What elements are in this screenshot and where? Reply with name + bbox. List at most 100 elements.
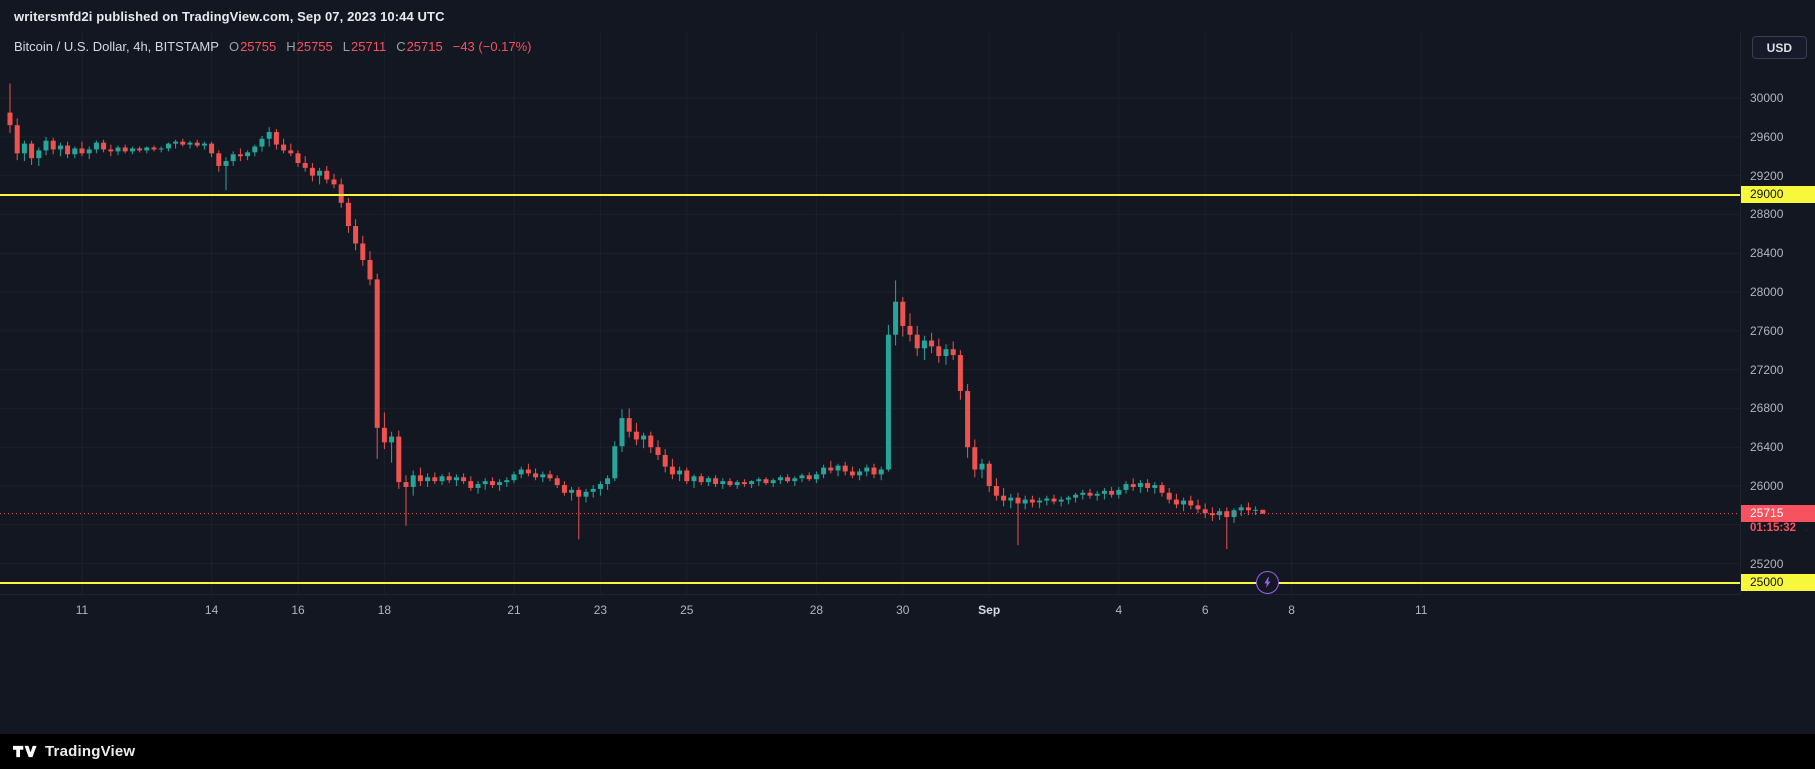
publish-bar: writersmfd2i published on TradingView.co…	[0, 0, 1815, 33]
candle-body	[871, 467, 877, 475]
candle-body	[921, 340, 927, 349]
candle-body	[1145, 483, 1151, 488]
candle-body	[151, 147, 157, 150]
candle-body	[1130, 484, 1136, 487]
candle-body	[821, 467, 827, 475]
candle-body	[626, 418, 632, 432]
ohlc-open-label: O	[228, 39, 240, 54]
time-axis[interactable]: 11 14 16 18 21 23 25 28 30 Sep 4 6 8 11	[0, 594, 1740, 635]
time-tick-label: 28	[809, 603, 824, 617]
candle-body	[1116, 489, 1122, 495]
lightning-bolt-glyph	[1264, 577, 1271, 588]
time-tick-label: 30	[896, 603, 910, 617]
candle-body	[1152, 485, 1158, 488]
candle-body	[1166, 492, 1172, 500]
candle-body	[1245, 507, 1251, 511]
candle-body	[180, 141, 186, 145]
candle-body	[972, 447, 978, 470]
candle-body	[741, 482, 747, 485]
symbol-title[interactable]: Bitcoin / U.S. Dollar, 4h, BITSTAMP	[14, 39, 219, 54]
candle-body	[979, 463, 985, 470]
candle-body	[1044, 498, 1050, 501]
currency-toggle-button[interactable]: USD	[1751, 36, 1807, 59]
candle-body	[324, 170, 330, 180]
candle-body	[943, 349, 949, 357]
candle-body	[209, 143, 215, 154]
candle-body	[259, 138, 265, 147]
alert-lightning-icon[interactable]	[1256, 571, 1279, 594]
price-tick-label: 27600	[1750, 323, 1784, 338]
candle-body	[93, 142, 99, 150]
candle-body	[842, 465, 848, 472]
candle-body	[468, 481, 474, 488]
candle-body	[533, 473, 539, 478]
candle-body	[1058, 499, 1064, 502]
candle-body	[597, 484, 603, 489]
candle-body	[410, 475, 416, 487]
candle-body	[547, 474, 553, 479]
candle-body	[21, 143, 27, 154]
candle-body	[619, 418, 625, 447]
candle-body	[1022, 499, 1028, 504]
candle-body	[57, 145, 63, 150]
time-tick-label: 6	[1201, 603, 1209, 617]
time-tick-label-month: Sep	[978, 603, 1001, 617]
candle-body	[914, 334, 920, 349]
candle-body	[50, 140, 56, 150]
candle-body	[576, 489, 582, 497]
candle-body	[122, 147, 128, 152]
candle-body	[1109, 490, 1115, 495]
candle-body	[396, 436, 402, 483]
ohlc-low-value: 25711	[351, 39, 387, 54]
candle-body	[554, 478, 560, 486]
price-tick-label: 28800	[1750, 207, 1784, 222]
candle-body	[763, 479, 769, 484]
candle-body	[216, 153, 222, 166]
candle-body	[1231, 510, 1237, 518]
candlestick-chart-canvas[interactable]	[0, 33, 1740, 594]
candle-body	[187, 142, 193, 145]
candle-body	[655, 447, 661, 455]
ohlc-low-label: L	[342, 39, 350, 54]
time-tick-label: 8	[1288, 603, 1295, 617]
candle-body	[144, 147, 150, 151]
candle-body	[439, 476, 445, 482]
time-tick-label: 14	[204, 603, 219, 617]
candle-body	[86, 149, 92, 154]
candle-body	[245, 152, 251, 157]
candle-body	[29, 143, 35, 159]
candle-body	[561, 485, 567, 493]
candle-body	[461, 477, 467, 482]
candle-body	[482, 481, 488, 485]
ohlc-high-label: H	[286, 39, 296, 54]
time-tick-label: 25	[680, 603, 694, 617]
candle-body	[403, 482, 409, 487]
candle-body	[1238, 507, 1244, 511]
candle-body	[864, 467, 870, 472]
symbol-legend[interactable]: Bitcoin / U.S. Dollar, 4h, BITSTAMP O 257…	[14, 39, 532, 54]
candle-body	[129, 148, 135, 152]
candle-body	[799, 475, 805, 479]
ohlc-close-value: 25715	[406, 39, 443, 54]
bottom-brand-bar: TradingView	[0, 734, 1815, 769]
candle-body	[1087, 492, 1093, 496]
time-tick-label: 4	[1115, 603, 1123, 617]
price-tick-label: 29600	[1750, 129, 1784, 144]
ohlc-close-label: C	[396, 39, 406, 54]
candle-body	[374, 279, 380, 428]
price-tick-label: 26000	[1750, 479, 1784, 493]
candle-body	[633, 431, 639, 440]
candle-body	[583, 491, 589, 497]
price-tick-label: 28000	[1750, 285, 1784, 300]
candle-body	[1037, 500, 1043, 503]
candle-body	[1123, 484, 1129, 490]
tradingview-brand[interactable]: TradingView	[45, 743, 136, 760]
candle-body	[79, 148, 85, 154]
candle-body	[677, 470, 683, 475]
candle-body	[1224, 511, 1230, 518]
ohlc-high: H 25755	[286, 39, 333, 54]
price-axis[interactable]: 30000 29600 29200 28800 28400 28000 27600 27200…	[1740, 33, 1815, 594]
candle-body	[612, 446, 618, 479]
tradingview-logo-icon[interactable]	[13, 745, 37, 758]
